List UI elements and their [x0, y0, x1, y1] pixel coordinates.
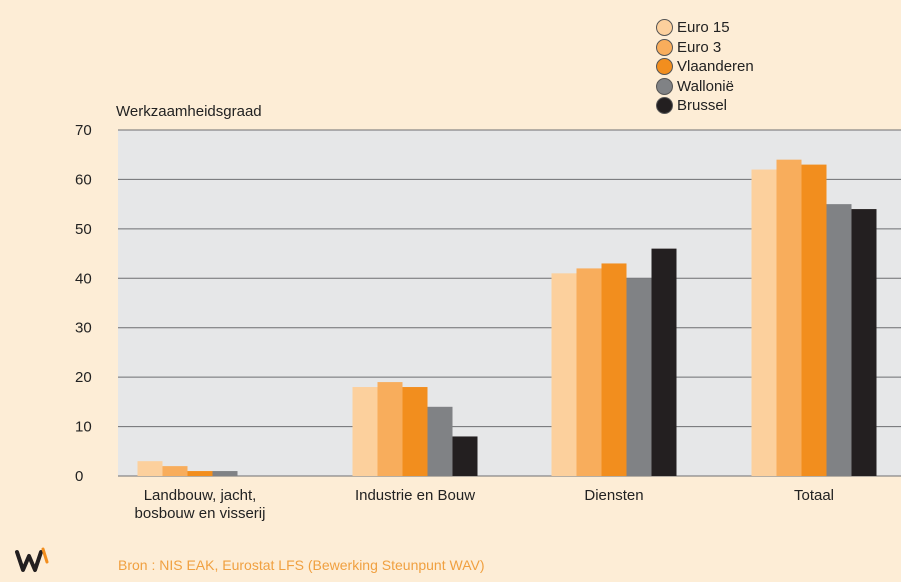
y-tick-label: 20	[75, 369, 92, 386]
bar	[776, 159, 802, 476]
bar	[452, 436, 478, 476]
x-category-label: Totaal	[793, 487, 835, 504]
x-category-line2: bosbouw en visserij	[134, 505, 266, 522]
bar	[551, 273, 577, 476]
bar	[137, 461, 163, 476]
y-tick-label: 30	[75, 320, 92, 337]
legend-label: Vlaanderen	[677, 58, 754, 76]
legend-swatch	[656, 77, 673, 95]
legend-label: Euro 15	[677, 19, 730, 37]
legend-label: Brussel	[677, 97, 728, 115]
legend-item-wallonie: Wallonië	[656, 77, 754, 97]
wav-logo	[14, 546, 56, 579]
bar	[601, 263, 627, 476]
y-tick-label: 70	[75, 122, 92, 139]
bar	[801, 164, 827, 476]
y-tick-label: 10	[75, 419, 92, 436]
x-category-label: Diensten	[584, 487, 644, 504]
bar	[826, 204, 852, 476]
bar	[851, 209, 877, 477]
bar	[352, 387, 378, 476]
bar	[212, 471, 238, 476]
legend-swatch	[656, 97, 673, 115]
bar	[377, 382, 403, 476]
bar	[626, 278, 652, 476]
x-category-label: Industrie en Bouw	[354, 487, 476, 504]
legend-item-brussel: Brussel	[656, 96, 754, 116]
bar	[751, 169, 777, 477]
y-tick-label: 60	[75, 171, 92, 188]
legend-item-vlaanderen: Vlaanderen	[656, 57, 754, 77]
legend-label: Euro 3	[677, 38, 722, 56]
y-tick-label: 50	[75, 221, 92, 238]
bar	[187, 471, 213, 476]
y-tick-label: 0	[75, 468, 83, 485]
legend-swatch	[656, 19, 673, 37]
bar	[576, 268, 602, 476]
bar	[651, 248, 677, 476]
legend-label: Wallonië	[677, 77, 734, 95]
bar	[402, 387, 428, 476]
bar	[427, 406, 453, 476]
legend-item-euro3: Euro 3	[656, 38, 754, 58]
x-category-line1: Landbouw, jacht,	[143, 487, 257, 504]
x-category-label: Landbouw, jacht, bosbouw en visserij	[100, 487, 300, 523]
legend-swatch	[656, 58, 673, 76]
legend-swatch	[656, 38, 673, 56]
source-note: Bron : NIS EAK, Eurostat LFS (Bewerking …	[118, 557, 485, 573]
bar	[162, 466, 188, 476]
y-tick-label: 40	[75, 270, 92, 287]
legend: Euro 15 Euro 3 Vlaanderen Wallonië Bruss…	[656, 18, 754, 116]
legend-item-euro15: Euro 15	[656, 18, 754, 38]
y-axis-label: Werkzaamheidsgraad	[116, 103, 262, 120]
